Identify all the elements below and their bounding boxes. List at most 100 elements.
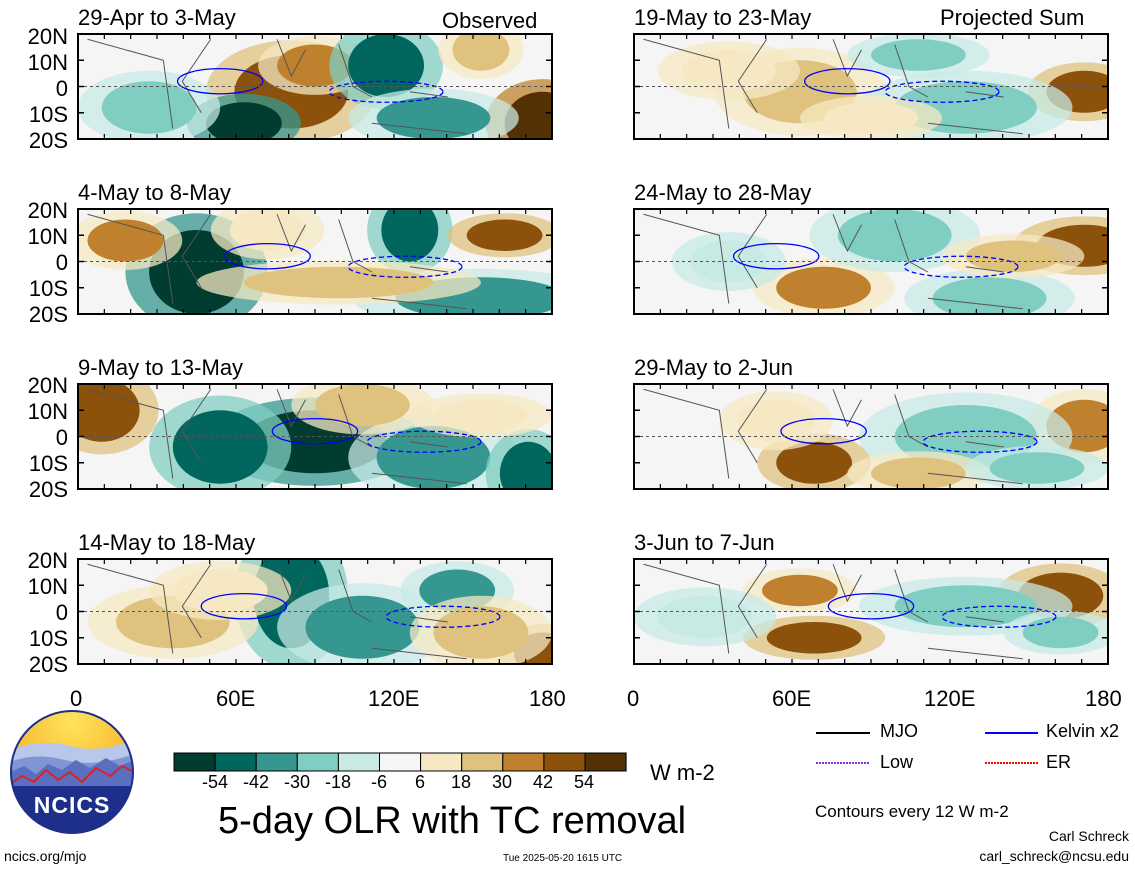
colorbar-swatch bbox=[543, 752, 586, 772]
kelvin-contour bbox=[224, 242, 311, 270]
projected-label: Projected Sum bbox=[940, 5, 1085, 30]
colorbar-units: W m-2 bbox=[650, 760, 715, 785]
legend-label-kelvin: Kelvin x2 bbox=[1046, 721, 1120, 741]
colorbar-swatch bbox=[502, 752, 545, 772]
colorbar-tick: 54 bbox=[573, 772, 595, 792]
olr-anomaly bbox=[738, 399, 815, 442]
lat-label: 20N bbox=[27, 373, 68, 398]
olr-anomaly bbox=[348, 34, 425, 97]
colorbar-swatch bbox=[337, 752, 380, 772]
colorbar-tick: 42 bbox=[532, 772, 554, 792]
kelvin-contour bbox=[176, 68, 264, 95]
olr-anomaly bbox=[776, 266, 871, 309]
lon-label: 120E bbox=[924, 686, 976, 711]
olr-anomaly bbox=[381, 209, 439, 262]
colorbar-tick: -18 bbox=[324, 772, 351, 792]
olr-anomaly bbox=[87, 219, 164, 262]
olr-anomaly bbox=[229, 209, 306, 251]
colorbar-swatch bbox=[255, 752, 298, 772]
olr-anomaly bbox=[78, 384, 140, 442]
olr-anomaly bbox=[376, 426, 491, 489]
kelvin-contour bbox=[200, 593, 288, 620]
kelvin-contour bbox=[271, 417, 359, 445]
olr-anomaly bbox=[965, 240, 1061, 272]
coastline bbox=[643, 213, 1023, 310]
map-panel bbox=[633, 33, 1109, 140]
coastline bbox=[643, 388, 1023, 485]
panel-title-left-4: 14-May to 18-May bbox=[78, 530, 256, 555]
lon-label: 60E bbox=[772, 686, 812, 711]
olr-anomaly bbox=[433, 606, 529, 659]
lat-label: 20N bbox=[27, 548, 68, 573]
kelvin-contour bbox=[347, 255, 463, 278]
lat-label: 0 bbox=[55, 250, 68, 275]
colorbar-swatch bbox=[584, 752, 627, 772]
lon-label: 120E bbox=[368, 686, 420, 711]
kelvin-contour bbox=[328, 80, 444, 103]
main-title: 5-day OLR with TC removal bbox=[218, 800, 687, 842]
lat-label: 10N bbox=[27, 50, 68, 75]
kelvin-contour bbox=[903, 255, 1019, 278]
credit-name: Carl Schreck bbox=[1048, 828, 1129, 844]
kelvin-contour bbox=[732, 242, 820, 270]
lat-label: 10N bbox=[27, 399, 68, 424]
olr-anomaly bbox=[305, 595, 420, 659]
colorbar-swatch bbox=[379, 752, 422, 772]
logo-icon bbox=[10, 710, 134, 834]
map-panel bbox=[633, 208, 1109, 315]
lon-label: 60E bbox=[216, 686, 256, 711]
lat-label: 10S bbox=[28, 451, 68, 476]
lon-label: 0 bbox=[70, 686, 83, 711]
olr-anomaly bbox=[776, 441, 853, 484]
olr-anomaly bbox=[823, 102, 919, 134]
coastline bbox=[87, 38, 467, 135]
lat-label: 20N bbox=[27, 198, 68, 223]
olr-anomaly bbox=[657, 595, 753, 638]
lat-label: 0 bbox=[55, 600, 68, 625]
kelvin-contour bbox=[884, 80, 1000, 103]
kelvin-contour bbox=[827, 593, 915, 620]
olr-anomaly bbox=[837, 209, 952, 262]
olr-anomaly bbox=[871, 39, 966, 71]
olr-anomaly bbox=[376, 97, 491, 139]
coastline bbox=[87, 563, 467, 660]
olr-anomaly bbox=[433, 399, 529, 432]
olr-anomaly bbox=[172, 569, 268, 612]
legend-label-mjo: MJO bbox=[880, 721, 918, 741]
olr-anomaly bbox=[452, 34, 510, 71]
olr-anomaly bbox=[504, 91, 552, 139]
colorbar-tick: 18 bbox=[450, 772, 472, 792]
map-panel bbox=[77, 558, 553, 665]
lon-label: 180 bbox=[1085, 686, 1122, 711]
lat-label: 10N bbox=[27, 224, 68, 249]
panel-title-left-2: 4-May to 8-May bbox=[78, 180, 231, 205]
olr-anomaly bbox=[932, 277, 1047, 314]
timestamp: Tue 2025-05-20 1615 UTC bbox=[503, 853, 623, 864]
olr-anomaly bbox=[172, 410, 268, 484]
lat-label: 0 bbox=[55, 425, 68, 450]
map-panel bbox=[77, 383, 553, 490]
lat-label: 20S bbox=[28, 477, 68, 502]
lat-label: 20S bbox=[28, 302, 68, 327]
site-link[interactable]: ncics.org/mjo bbox=[4, 848, 87, 864]
colorbar-swatch bbox=[461, 752, 504, 772]
kelvin-contour bbox=[385, 605, 501, 628]
olr-anomaly bbox=[466, 219, 543, 251]
kelvin-contour bbox=[780, 417, 867, 445]
panel-title-right-1: 19-May to 23-May bbox=[634, 5, 812, 30]
logo-text: NCICS bbox=[33, 792, 111, 818]
panel-title-right-4: 3-Jun to 7-Jun bbox=[634, 530, 775, 555]
lat-label: 10N bbox=[27, 574, 68, 599]
olr-anomaly bbox=[766, 622, 862, 654]
colorbar-tick: -30 bbox=[283, 772, 310, 792]
olr-anomaly bbox=[761, 574, 838, 607]
olr-anomaly bbox=[205, 102, 282, 139]
panel-title-right-3: 29-May to 2-Jun bbox=[634, 355, 793, 380]
lat-label: 10S bbox=[28, 626, 68, 651]
lat-label: 10S bbox=[28, 102, 68, 127]
kelvin-contour bbox=[366, 430, 482, 453]
map-panel bbox=[77, 33, 553, 140]
map-panel bbox=[77, 208, 553, 315]
olr-anomaly bbox=[243, 266, 434, 299]
lat-label: 20N bbox=[27, 24, 68, 49]
